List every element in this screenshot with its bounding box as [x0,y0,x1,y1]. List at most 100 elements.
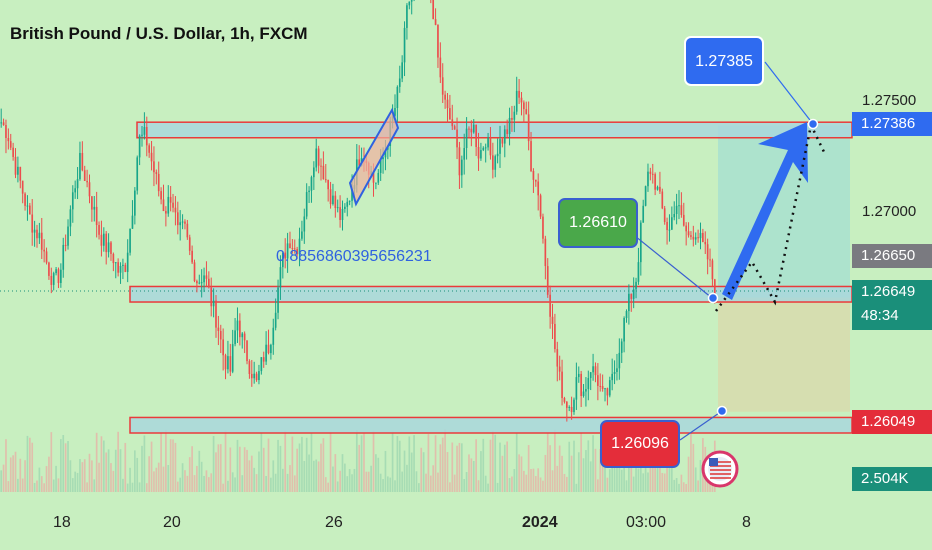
rising-channel[interactable] [348,107,400,207]
candle-body [258,371,260,381]
candle-body [248,361,251,374]
volume-bar [351,474,353,492]
volume-bar [449,482,451,492]
current-price-tag: 1.26649 [852,280,932,304]
anchor-point[interactable] [716,405,728,417]
volume-bar [289,465,291,492]
volume-bar [33,482,36,492]
position-tool[interactable] [718,125,850,412]
volume-bar [503,444,506,492]
candle-body [291,248,294,250]
stop-price-tag: 1.26049 [852,410,932,434]
stop-leader-line [679,410,723,441]
volume-bar [534,476,537,492]
candle-body [79,152,81,180]
candle-body [26,205,29,207]
volume-bar [597,479,599,492]
resistance-zone[interactable] [136,121,853,139]
volume-bar [110,463,112,492]
volume-bar [134,450,136,492]
volume-bar [611,450,614,492]
candle-body [301,231,303,239]
candle-body [5,125,7,138]
candle-body [176,212,179,226]
volume-bar [463,478,466,492]
candle-body [12,147,14,157]
candle-body [525,109,528,115]
candle-body [480,150,482,159]
volume-bar [360,435,363,492]
candle-body [506,129,509,135]
volume-bar [205,470,208,492]
volume-bar [315,459,318,492]
x-tick-label: 2024 [522,514,558,531]
volume-bar [260,432,263,492]
volume-bar [313,460,315,492]
volume-bar [606,477,609,492]
candle-body [694,237,697,240]
volume-bar [270,477,272,492]
volume-bar [573,440,575,492]
volume-bar [346,476,349,492]
volume-bar [191,446,193,492]
candle-body [487,137,489,148]
x-tick-label: 03:00 [626,514,667,531]
x-tick-label: 18 [53,514,71,531]
anchor-point[interactable] [707,292,719,304]
volume-bar [224,430,227,492]
volume-bar [172,439,174,492]
support-zone[interactable] [129,285,853,303]
target-callout[interactable]: 1.27385 [684,36,764,86]
volume-bar [262,447,265,492]
candle-body [293,248,296,250]
candle-body [286,243,289,259]
volume-bar [95,432,98,492]
candle-body [191,250,193,263]
volume-bar [69,460,72,492]
loss-zone[interactable] [718,297,850,412]
projection-path[interactable] [714,121,826,312]
candle-body [33,229,36,233]
volume-bar [160,433,162,492]
candle-body [284,252,287,259]
volume-bar [320,443,322,492]
volume-bar [193,475,196,492]
candle-body [556,349,559,367]
candle-body [74,188,77,193]
volume-bar [112,470,115,492]
anchor-point[interactable] [807,118,819,130]
candle-body [186,223,189,238]
volume-bar [654,444,656,492]
stop-callout[interactable]: 1.26096 [600,420,680,468]
projection-arrow[interactable] [722,122,808,300]
candle-body [599,385,602,387]
volume-bar [520,456,523,492]
volume-bar [587,440,590,492]
candle-body [623,318,625,342]
candle-body [439,57,442,78]
candle-body [289,243,291,249]
candle-body [713,279,716,297]
candle-body [711,260,714,280]
candle-body [222,339,224,356]
volume-bar [582,458,585,492]
candle-body [396,86,399,108]
volume-bar [513,469,516,492]
volume-bar [21,478,24,492]
target-price-tag: 1.27386 [852,112,932,136]
volume-bar [301,436,303,492]
candle-body [308,190,310,193]
volume-bar [324,477,327,492]
volume-bar [86,482,88,492]
volume-bar [298,443,301,492]
candle-body [611,373,614,381]
candle-body [630,293,633,299]
volume-bar [382,479,384,492]
lower-support-zone[interactable] [129,416,853,434]
candle-body [379,159,382,173]
drawings[interactable] [348,61,826,488]
volume-bar [659,452,661,492]
candle-body [489,137,492,156]
entry-callout[interactable]: 1.26610 [558,198,638,248]
